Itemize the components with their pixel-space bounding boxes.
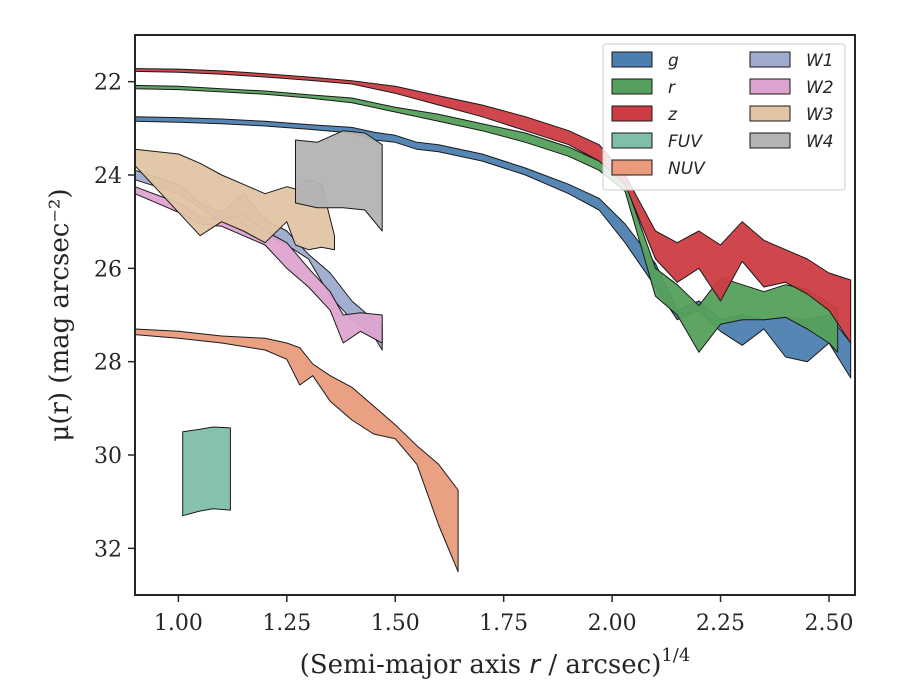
y-tick-label: 32 — [94, 537, 122, 562]
legend-label-w2: W2 — [806, 78, 834, 98]
legend-label-g: g — [668, 51, 679, 71]
x-tick-label: 1.75 — [479, 611, 528, 636]
x-axis-title-main: (Semi-major axis — [300, 650, 530, 680]
legend-swatch-w4 — [749, 132, 791, 149]
x-tick-label: 1.50 — [371, 611, 420, 636]
legend-swatch-w3 — [749, 105, 791, 122]
legend-label-nuv: NUV — [668, 159, 706, 179]
y-tick-label: 22 — [94, 71, 122, 96]
x-tick-label: 2.50 — [804, 611, 853, 636]
y-axis-title: μ(r) (mag arcsec⁻²) — [45, 188, 75, 441]
legend-swatch-w1 — [749, 51, 791, 68]
band-fuv — [182, 426, 231, 517]
legend-label-z: z — [667, 105, 678, 125]
y-tick-label: 24 — [94, 164, 122, 189]
x-axis-title-var: r — [529, 650, 542, 680]
legend-swatch-nuv — [611, 159, 653, 176]
legend: grz FUV NUV W1 W2 W3 W4 — [602, 43, 846, 191]
x-tick-label: 2.25 — [696, 611, 745, 636]
legend-swatch-z — [611, 105, 653, 122]
axes-frame — [134, 34, 856, 596]
x-tick-label: 1.00 — [154, 611, 203, 636]
x-axis-ticks: 1.00 1.25 1.50 1.75 2.00 2.25 2.50 — [154, 595, 853, 636]
legend-swatch-w2 — [749, 78, 791, 95]
y-axis-ticks: 22 24 26 28 30 32 — [94, 71, 135, 562]
y-tick-label: 26 — [94, 257, 122, 282]
x-axis-title-rest: / arcsec) — [540, 650, 661, 680]
y-tick-label: 28 — [94, 351, 122, 376]
profile-bands — [134, 68, 852, 573]
band-w4 — [295, 130, 383, 232]
legend-label-fuv: FUV — [668, 132, 703, 152]
band-g — [134, 116, 852, 379]
band-r — [134, 84, 839, 353]
band-z — [134, 68, 852, 344]
x-axis-title: (Semi-major axis r / arcsec)1/4 — [300, 645, 691, 680]
legend-swatch-g — [611, 51, 653, 68]
legend-swatch-fuv — [611, 132, 653, 149]
legend-label-w3: W3 — [806, 105, 834, 125]
legend-swatch-r — [611, 78, 653, 95]
band-nuv — [134, 328, 459, 573]
y-tick-label: 30 — [94, 444, 122, 469]
legend-label-w1: W1 — [806, 51, 834, 71]
band-w3 — [134, 148, 335, 251]
x-tick-label: 2.00 — [588, 611, 637, 636]
legend-label-w4: W4 — [806, 132, 834, 152]
x-tick-label: 1.25 — [262, 611, 311, 636]
x-axis-title-sup: 1/4 — [661, 645, 690, 666]
legend-label-r: r — [668, 78, 676, 98]
